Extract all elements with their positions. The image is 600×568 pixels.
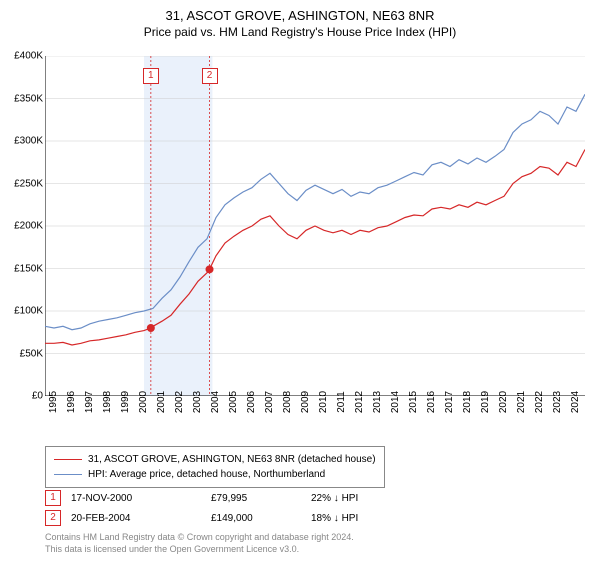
legend-label: HPI: Average price, detached house, Nort… bbox=[88, 467, 325, 482]
sale-diff: 22% ↓ HPI bbox=[311, 493, 431, 504]
license-line: Contains HM Land Registry data © Crown c… bbox=[45, 531, 354, 543]
sale-badge-on-chart: 1 bbox=[143, 68, 159, 84]
x-axis-label: 2024 bbox=[570, 391, 600, 413]
license-text: Contains HM Land Registry data © Crown c… bbox=[45, 531, 354, 555]
legend-swatch bbox=[54, 474, 82, 475]
sales-list: 1 17-NOV-2000 £79,995 22% ↓ HPI 2 20-FEB… bbox=[45, 488, 431, 528]
y-axis-label: £100K bbox=[14, 306, 43, 317]
y-axis-label: £150K bbox=[14, 263, 43, 274]
legend-item-property: 31, ASCOT GROVE, ASHINGTON, NE63 8NR (de… bbox=[54, 452, 376, 467]
sale-date: 17-NOV-2000 bbox=[71, 493, 211, 504]
page-title: 31, ASCOT GROVE, ASHINGTON, NE63 8NR bbox=[0, 8, 600, 23]
legend: 31, ASCOT GROVE, ASHINGTON, NE63 8NR (de… bbox=[45, 446, 385, 488]
y-axis-label: £400K bbox=[14, 51, 43, 62]
sale-price: £149,000 bbox=[211, 513, 311, 524]
sale-row: 2 20-FEB-2004 £149,000 18% ↓ HPI bbox=[45, 508, 431, 528]
y-axis-label: £0 bbox=[32, 391, 43, 402]
sale-badge-on-chart: 2 bbox=[202, 68, 218, 84]
sale-row: 1 17-NOV-2000 £79,995 22% ↓ HPI bbox=[45, 488, 431, 508]
chart-plot: 12 bbox=[45, 56, 585, 396]
y-axis-label: £350K bbox=[14, 93, 43, 104]
y-axis-label: £300K bbox=[14, 136, 43, 147]
legend-item-hpi: HPI: Average price, detached house, Nort… bbox=[54, 467, 376, 482]
page-subtitle: Price paid vs. HM Land Registry's House … bbox=[0, 25, 600, 39]
sale-price: £79,995 bbox=[211, 493, 311, 504]
sale-badge-icon: 2 bbox=[45, 510, 61, 526]
y-axis-label: £50K bbox=[20, 348, 43, 359]
legend-label: 31, ASCOT GROVE, ASHINGTON, NE63 8NR (de… bbox=[88, 452, 376, 467]
sale-badge-icon: 1 bbox=[45, 490, 61, 506]
license-line: This data is licensed under the Open Gov… bbox=[45, 543, 354, 555]
sale-diff: 18% ↓ HPI bbox=[311, 513, 431, 524]
y-axis-label: £250K bbox=[14, 178, 43, 189]
sale-date: 20-FEB-2004 bbox=[71, 513, 211, 524]
legend-swatch bbox=[54, 459, 82, 460]
y-axis-label: £200K bbox=[14, 221, 43, 232]
chart-area: 12 £0£50K£100K£150K£200K£250K£300K£350K£… bbox=[0, 56, 600, 436]
